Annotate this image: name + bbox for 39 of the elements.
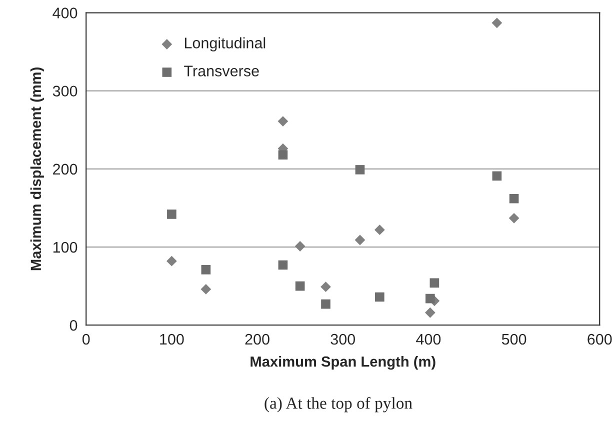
- point: [355, 165, 365, 174]
- point: [294, 241, 306, 252]
- y-tick-label: 0: [70, 320, 78, 331]
- point: [375, 292, 384, 302]
- point: [424, 307, 436, 318]
- legend-label: Transverse: [184, 66, 259, 76]
- point: [320, 282, 331, 292]
- y-tick-label: 200: [53, 164, 78, 175]
- point: [430, 278, 440, 288]
- point: [167, 210, 176, 219]
- x-tick-label: 600: [588, 334, 612, 345]
- point: [492, 18, 502, 28]
- point: [354, 234, 366, 246]
- y-tick-label: 100: [53, 242, 78, 253]
- y-axis-title: Maximum displacement (mm): [30, 68, 44, 270]
- text: (a) At the top of pylon: [264, 396, 412, 412]
- x-tick-label: 300: [330, 334, 356, 345]
- x-tick-label: 500: [502, 334, 526, 345]
- x-axis-title: Maximum Span Length (m): [250, 356, 436, 370]
- x-tick-label: 200: [245, 334, 270, 345]
- y-tick-label: 300: [52, 86, 78, 97]
- point: [201, 265, 211, 274]
- x-tick-label: 100: [160, 334, 184, 345]
- point: [278, 260, 288, 270]
- point: [166, 256, 177, 266]
- point: [200, 284, 212, 294]
- point: [508, 212, 520, 224]
- point: [278, 150, 288, 160]
- point: [492, 171, 502, 181]
- point: [295, 281, 305, 291]
- legend-label: Longitudinal: [184, 37, 266, 52]
- point: [278, 116, 288, 126]
- point: [374, 224, 385, 236]
- y-tick-label: 400: [52, 8, 78, 18]
- point: [321, 299, 330, 309]
- x-tick-label: 400: [416, 334, 441, 345]
- point: [426, 294, 435, 304]
- x-tick-label: 0: [82, 334, 90, 345]
- point: [509, 194, 519, 204]
